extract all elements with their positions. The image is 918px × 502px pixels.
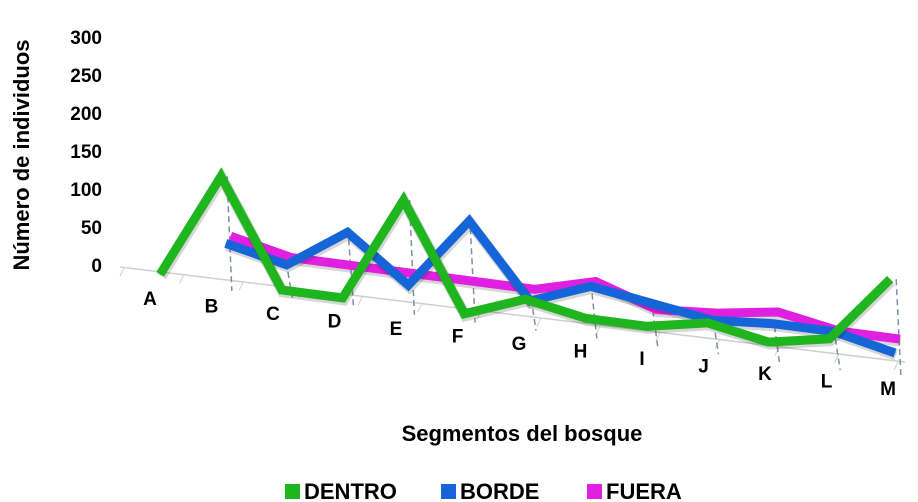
x-tick-label-I: I: [639, 349, 644, 370]
floor-tick: [834, 354, 839, 363]
point-borde-I: [651, 302, 653, 304]
x-axis-title: Segmentos del bosque: [402, 421, 643, 446]
legend: DENTRO BORDE FUERA: [285, 479, 682, 502]
x-tick-label-A: A: [143, 289, 157, 310]
y-tick-label: 0: [91, 256, 102, 277]
point-fuera-I: [655, 309, 657, 311]
drop-line: [408, 200, 416, 315]
point-borde-D: [347, 231, 348, 233]
legend-swatch-fuera: [587, 484, 602, 499]
point-fuera-B: [230, 235, 232, 237]
legend-label-fuera: FUERA: [606, 479, 682, 502]
point-fuera-F: [473, 280, 475, 282]
point-dentro-A: [159, 273, 161, 275]
x-tick-label-D: D: [328, 312, 342, 333]
x-tick-label-C: C: [266, 304, 280, 325]
drop-line: [834, 338, 841, 371]
point-dentro-M: [889, 278, 891, 280]
series-lines: [156, 167, 902, 361]
y-tick-label: 150: [70, 142, 102, 163]
point-fuera-K: [777, 311, 779, 313]
point-dentro-D: [342, 297, 344, 299]
point-fuera-D: [351, 265, 353, 267]
point-fuera-H: [595, 280, 597, 282]
drop-lines: [226, 176, 902, 379]
point-borde-B: [225, 242, 227, 244]
legend-swatch-borde: [441, 484, 456, 499]
x-tick-label-G: G: [512, 334, 527, 355]
y-tick-label: 50: [81, 218, 102, 239]
point-fuera-J: [716, 312, 718, 314]
x-axis-ticks: A B C D E F G H I J K L M: [143, 289, 896, 400]
floor-tick: [417, 303, 423, 313]
point-dentro-C: [281, 289, 283, 291]
drop-line: [469, 228, 476, 323]
point-borde-K: [772, 323, 774, 325]
x-tick-label-H: H: [574, 342, 588, 363]
point-borde-F: [468, 220, 470, 222]
point-borde-M: [894, 352, 896, 354]
y-tick-label: 250: [70, 66, 102, 87]
point-dentro-B: [220, 175, 222, 177]
y-tick-label: 200: [70, 104, 102, 125]
drop-line: [652, 310, 659, 347]
point-dentro-I: [646, 325, 648, 327]
legend-label-dentro: DENTRO: [304, 479, 397, 502]
point-dentro-H: [585, 317, 587, 319]
legend-swatch-dentro: [285, 484, 300, 499]
x-tick-label-K: K: [758, 364, 772, 385]
y-tick-label: 300: [70, 28, 102, 49]
floor-tick: [357, 296, 363, 306]
series-line-borde: [224, 214, 897, 358]
point-dentro-L: [828, 338, 830, 340]
drop-line: [226, 176, 233, 291]
point-dentro-G: [524, 298, 526, 300]
drop-line: [773, 326, 781, 363]
y-axis-title: Número de individuos: [9, 39, 34, 270]
legend-label-borde: BORDE: [460, 479, 539, 502]
point-dentro-E: [403, 199, 405, 201]
drop-line: [347, 239, 355, 307]
point-dentro-J: [707, 322, 709, 324]
x-tick-label-J: J: [698, 357, 709, 378]
point-borde-H: [590, 285, 592, 287]
point-dentro-K: [768, 341, 770, 343]
point-fuera-M: [899, 338, 901, 340]
y-tick-label: 100: [70, 180, 102, 201]
x-tick-label-L: L: [821, 372, 833, 393]
x-tick-label-M: M: [880, 379, 896, 400]
floor-tick: [655, 332, 661, 342]
x-tick-label-B: B: [205, 297, 219, 318]
y-axis-ticks: 0 50 100 150 200 250 300: [70, 28, 102, 277]
floor-tick: [536, 318, 542, 327]
floor-tick: [893, 361, 899, 371]
drop-line: [895, 279, 902, 379]
floor-tick: [119, 267, 125, 277]
x-tick-label-F: F: [452, 327, 464, 348]
series-line-fuera: [229, 231, 901, 344]
point-dentro-F: [463, 313, 465, 315]
point-fuera-G: [534, 288, 536, 290]
floor-tick: [179, 275, 184, 284]
point-borde-E: [407, 284, 409, 286]
point-borde-C: [286, 264, 288, 266]
floor-tick: [595, 325, 601, 335]
x-tick-label-E: E: [390, 319, 403, 340]
floor-tick: [238, 282, 244, 291]
